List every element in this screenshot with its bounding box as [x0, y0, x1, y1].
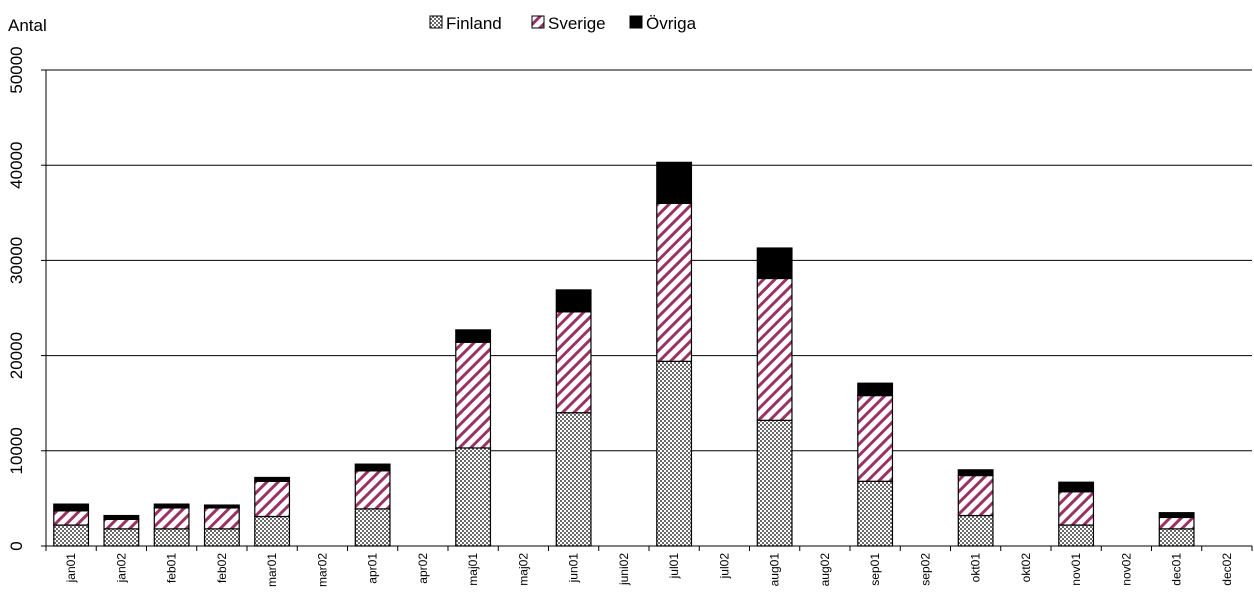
y-tick-label: 40000: [7, 142, 26, 189]
bar-segment-sverige: [354, 470, 391, 510]
x-tick-label: jan02: [114, 553, 128, 584]
bar-segment-finland: [103, 528, 140, 547]
bar-segment-finland: [555, 412, 592, 547]
axes: [45, 70, 1253, 551]
x-tick-label: mar02: [315, 553, 329, 587]
bar-segment-sverige: [1058, 491, 1095, 526]
bar-segment-sverige: [103, 518, 140, 530]
bar-segment-vriga: [857, 382, 894, 397]
bar-segment-finland: [1058, 524, 1095, 547]
x-tick-label: okt02: [1019, 553, 1033, 583]
x-tick-label: maj02: [516, 553, 530, 586]
y-tick-label: 50000: [7, 46, 26, 93]
bar-segment-vriga: [254, 476, 291, 482]
bar-segment-sverige: [656, 202, 693, 362]
bar-segment-finland: [656, 360, 693, 547]
bar-segment-sverige: [957, 474, 994, 517]
x-tick-label: sep02: [918, 553, 932, 586]
legend-swatch-ovriga: [629, 15, 643, 29]
bar-segment-vriga: [203, 504, 240, 509]
bar-segment-finland: [254, 515, 291, 547]
bar-segment-finland: [455, 447, 492, 547]
x-tick-label: juni02: [617, 553, 631, 586]
legend-label-ovriga: Övriga: [646, 14, 697, 33]
x-tick-label: nov02: [1119, 553, 1133, 586]
y-tick-label: 30000: [7, 237, 26, 284]
bar-segment-vriga: [53, 503, 90, 512]
y-axis-title: Antal: [8, 16, 47, 35]
bar-segment-sverige: [254, 480, 291, 518]
gridlines: [46, 69, 1252, 452]
x-tick-label: aug02: [818, 553, 832, 587]
x-tick-label: sep01: [868, 553, 882, 586]
x-tick-label: mar01: [265, 553, 279, 587]
bar-segment-sverige: [203, 507, 240, 530]
y-tick-label: 10000: [7, 427, 26, 474]
x-tick-label: apr02: [416, 553, 430, 584]
legend: Finland Sverige Övriga: [429, 14, 697, 33]
y-tick-label: 0: [7, 541, 26, 550]
y-tick-labels: 0 10000 20000 30000 40000 50000: [7, 46, 46, 551]
bar-segment-vriga: [656, 161, 693, 204]
x-tick-label: jun01: [567, 553, 581, 584]
bar-segment-sverige: [1158, 516, 1195, 530]
legend-label-sverige: Sverige: [548, 14, 606, 33]
x-tick-label: jul01: [667, 553, 681, 580]
x-tick-label: dec01: [1170, 553, 1184, 586]
bar-segment-finland: [957, 514, 994, 547]
bar-segment-sverige: [455, 341, 492, 449]
legend-swatch-finland: [429, 15, 443, 29]
bar-segment-vriga: [756, 247, 793, 280]
bar-segment-vriga: [153, 503, 190, 509]
bar-segment-sverige: [756, 277, 793, 421]
legend-label-finland: Finland: [446, 14, 502, 33]
bar-segment-sverige: [857, 394, 894, 482]
x-tick-label: apr01: [366, 553, 380, 584]
bar-segment-vriga: [957, 469, 994, 477]
x-tick-label: jan01: [64, 553, 78, 584]
legend-swatch-sverige: [531, 15, 545, 29]
bar-segment-sverige: [555, 311, 592, 414]
bar-segment-finland: [354, 508, 391, 547]
bar-segment-vriga: [1158, 512, 1195, 519]
bar-segment-sverige: [153, 507, 190, 530]
x-tick-label: feb01: [165, 553, 179, 583]
bar-segment-finland: [756, 419, 793, 547]
bar-segment-vriga: [103, 514, 140, 520]
x-tick-labels: jan01 jan02 feb01 feb02 mar01 mar02 apr01 apr02…: [64, 553, 1234, 587]
bar-segment-vriga: [455, 329, 492, 343]
x-tick-label: dec02: [1220, 553, 1234, 586]
x-tick-label: aug01: [768, 553, 782, 587]
bar-segment-finland: [153, 528, 190, 547]
bar-segment-vriga: [1058, 481, 1095, 493]
bar-segment-vriga: [354, 463, 391, 472]
bar-segment-finland: [857, 480, 894, 547]
x-tick-label: nov01: [1069, 553, 1083, 586]
bars: [53, 161, 1195, 547]
x-tick-label: jul02: [717, 553, 731, 580]
bar-segment-finland: [203, 528, 240, 547]
x-tick-label: maj01: [466, 553, 480, 586]
x-tick-label: okt01: [969, 553, 983, 583]
bar-segment-finland: [53, 524, 90, 547]
x-tick-label: feb02: [215, 553, 229, 583]
bar-segment-finland: [1158, 528, 1195, 547]
bar-segment-vriga: [555, 289, 592, 313]
y-tick-label: 20000: [7, 332, 26, 379]
bar-segment-sverige: [53, 510, 90, 526]
